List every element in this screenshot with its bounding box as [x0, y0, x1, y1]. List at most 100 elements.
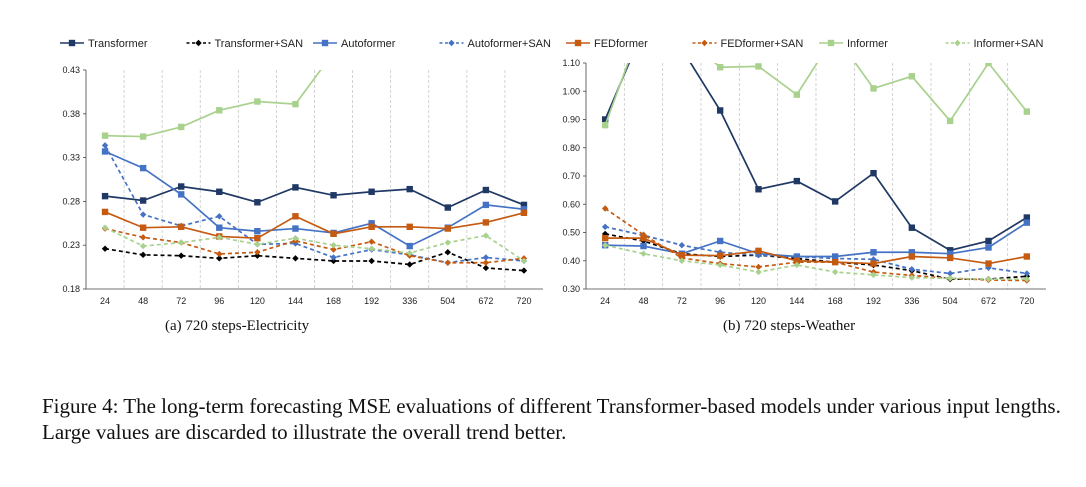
data-point — [678, 257, 686, 264]
legend-item-autoformer-sansan: Autoformer+SAN — [439, 38, 552, 50]
series-informer-sansan — [601, 242, 1031, 283]
data-point — [831, 258, 839, 266]
data-point — [601, 121, 609, 129]
legend-label: Transformer — [88, 38, 148, 50]
data-point — [520, 209, 528, 216]
data-point — [755, 263, 762, 271]
y-tick-label: 0.28 — [62, 196, 80, 206]
series-line — [104, 247, 525, 272]
series-line — [604, 63, 1028, 126]
data-point — [482, 186, 490, 194]
legend-item-informer: Informer — [819, 38, 888, 50]
data-point — [601, 223, 609, 231]
series-line — [104, 226, 525, 262]
y-tick-label: 0.80 — [562, 143, 580, 153]
data-point — [793, 261, 801, 269]
data-point — [178, 191, 185, 198]
data-point — [254, 241, 261, 248]
x-tick-label: 144 — [789, 296, 804, 306]
data-point — [601, 234, 609, 242]
data-point — [946, 250, 954, 257]
data-point — [406, 223, 413, 231]
x-tick-label: 96 — [214, 296, 224, 306]
chart-electricity: 0.18 0.23 0.28 0.33 0.38 0.43 24 48 72 96 120 144 16… — [62, 65, 543, 306]
data-point — [870, 249, 877, 256]
data-point — [985, 237, 992, 245]
data-point — [640, 26, 646, 32]
data-point — [101, 224, 109, 231]
data-point — [330, 192, 337, 199]
legend-label: Autoformer+SAN — [468, 38, 552, 50]
data-point — [444, 225, 451, 232]
data-point — [101, 148, 109, 155]
data-point — [482, 232, 490, 239]
series-informer — [101, 70, 322, 140]
data-point — [601, 205, 609, 212]
data-point — [178, 223, 185, 231]
data-point — [870, 260, 877, 267]
data-point — [139, 251, 147, 259]
data-point — [946, 254, 954, 262]
x-tick-label: 120 — [250, 296, 265, 306]
plot-area — [101, 70, 528, 274]
data-point — [139, 133, 147, 140]
data-point — [755, 63, 762, 70]
data-point — [1023, 214, 1031, 221]
y-tick-label: 0.60 — [562, 199, 580, 209]
data-point — [482, 201, 490, 209]
y-tick-label: 0.90 — [562, 115, 580, 125]
x-tick-label: 144 — [288, 296, 303, 306]
x-tick-label: 168 — [326, 296, 341, 306]
y-tick-label: 0.38 — [62, 109, 80, 119]
x-tick-label: 672 — [478, 296, 493, 306]
data-point — [368, 238, 375, 245]
data-point — [292, 184, 299, 191]
x-tick-label: 72 — [677, 296, 687, 306]
data-point — [946, 270, 954, 277]
x-tick-label: 336 — [904, 296, 919, 306]
data-point — [292, 225, 299, 232]
data-point — [139, 224, 147, 231]
data-point — [254, 98, 261, 105]
data-point — [832, 32, 838, 38]
legend-marker — [321, 39, 329, 47]
data-point — [216, 255, 223, 262]
data-point — [1023, 253, 1031, 260]
data-point — [216, 250, 223, 258]
data-point — [716, 237, 724, 245]
data-point — [368, 245, 375, 252]
legend-item-autoformer: Autoformer — [313, 38, 396, 50]
y-tick-label: 0.43 — [62, 65, 80, 75]
y-tick-label: 1.10 — [562, 58, 580, 68]
chart-weather: 0.30 0.40 0.50 0.60 0.70 0.80 0.90 1.00 1.10 24 48… — [562, 26, 1046, 306]
x-tick-label: 504 — [440, 296, 455, 306]
series-line — [604, 63, 1028, 252]
data-point — [406, 261, 413, 268]
data-point — [368, 220, 375, 227]
data-point — [368, 188, 375, 195]
legend-item-informer-sansan: Informer+SAN — [945, 38, 1044, 50]
data-point — [101, 192, 109, 200]
data-point — [755, 186, 762, 193]
data-point — [908, 274, 916, 281]
data-point — [985, 275, 992, 283]
data-point — [101, 142, 109, 149]
data-point — [292, 213, 299, 220]
series-informer — [601, 32, 1031, 129]
y-tick-label: 1.00 — [562, 86, 580, 96]
legend-marker — [954, 39, 961, 47]
data-point — [216, 188, 223, 195]
series-informer-sansan — [101, 224, 528, 265]
series-line — [104, 211, 525, 240]
data-point — [520, 267, 528, 274]
x-tick-label: 48 — [638, 296, 648, 306]
data-point — [520, 257, 528, 265]
x-tick-label: 96 — [715, 296, 725, 306]
x-tick-label: 672 — [981, 296, 996, 306]
data-point — [330, 257, 337, 265]
series-transformer-sansan — [101, 245, 528, 274]
data-point — [755, 247, 762, 255]
data-point — [908, 249, 916, 256]
data-point — [330, 230, 337, 238]
data-point — [831, 198, 839, 205]
